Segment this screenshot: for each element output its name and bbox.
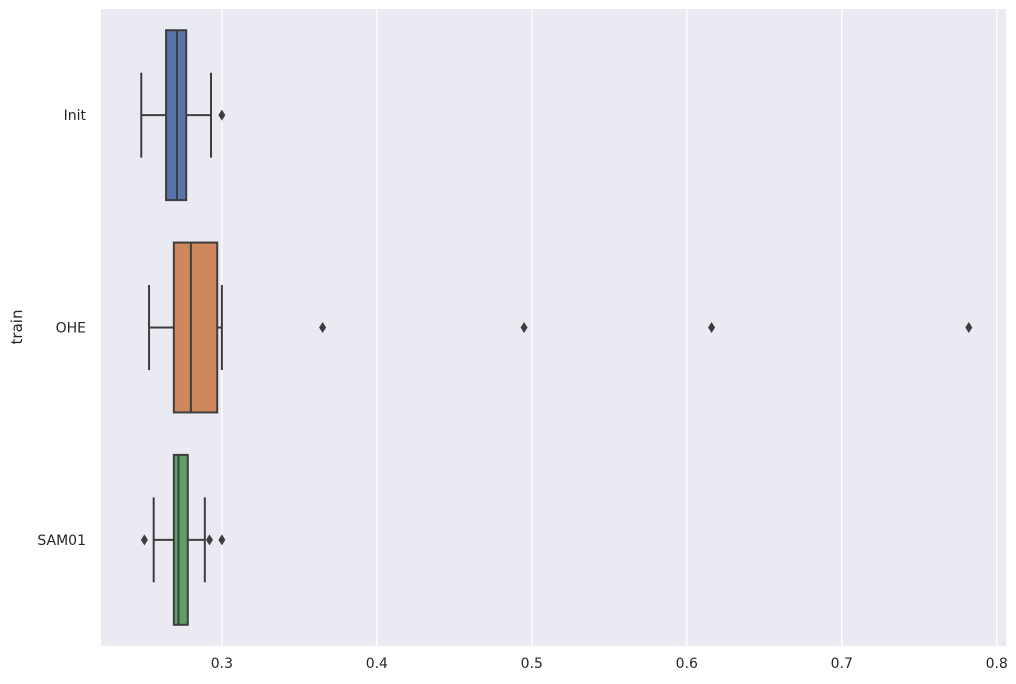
y-tick-label: OHE: [56, 321, 86, 337]
y-axis-tick-labels: Init OHE SAM01: [37, 108, 86, 549]
box-init: [140, 29, 226, 202]
outlier-point: [218, 109, 226, 121]
outlier-point: [319, 322, 327, 333]
x-tick-label: 0.5: [521, 656, 543, 672]
x-tick-label: 0.3: [211, 656, 233, 672]
outlier-point: [218, 534, 226, 546]
box-ohe: [148, 241, 973, 414]
outlier-point: [965, 322, 973, 333]
y-tick-label: Init: [64, 108, 87, 124]
x-axis-tick-labels: 0.3 0.4 0.5 0.6 0.7 0.8: [211, 656, 1008, 672]
y-axis-title: train: [8, 310, 26, 345]
outlier-point: [205, 534, 213, 546]
x-tick-label: 0.7: [831, 656, 853, 672]
outlier-point: [520, 322, 528, 333]
x-tick-label: 0.8: [986, 656, 1008, 672]
plot-background: [101, 9, 1006, 646]
outlier-point: [708, 322, 716, 333]
x-tick-label: 0.4: [366, 656, 388, 672]
boxes-layer: [140, 29, 973, 626]
x-tick-label: 0.6: [676, 656, 698, 672]
outlier-point: [140, 534, 148, 546]
y-tick-label: SAM01: [37, 533, 86, 549]
box-sam01: [140, 453, 226, 626]
iqr-box: [172, 453, 189, 626]
iqr-box: [172, 241, 219, 414]
